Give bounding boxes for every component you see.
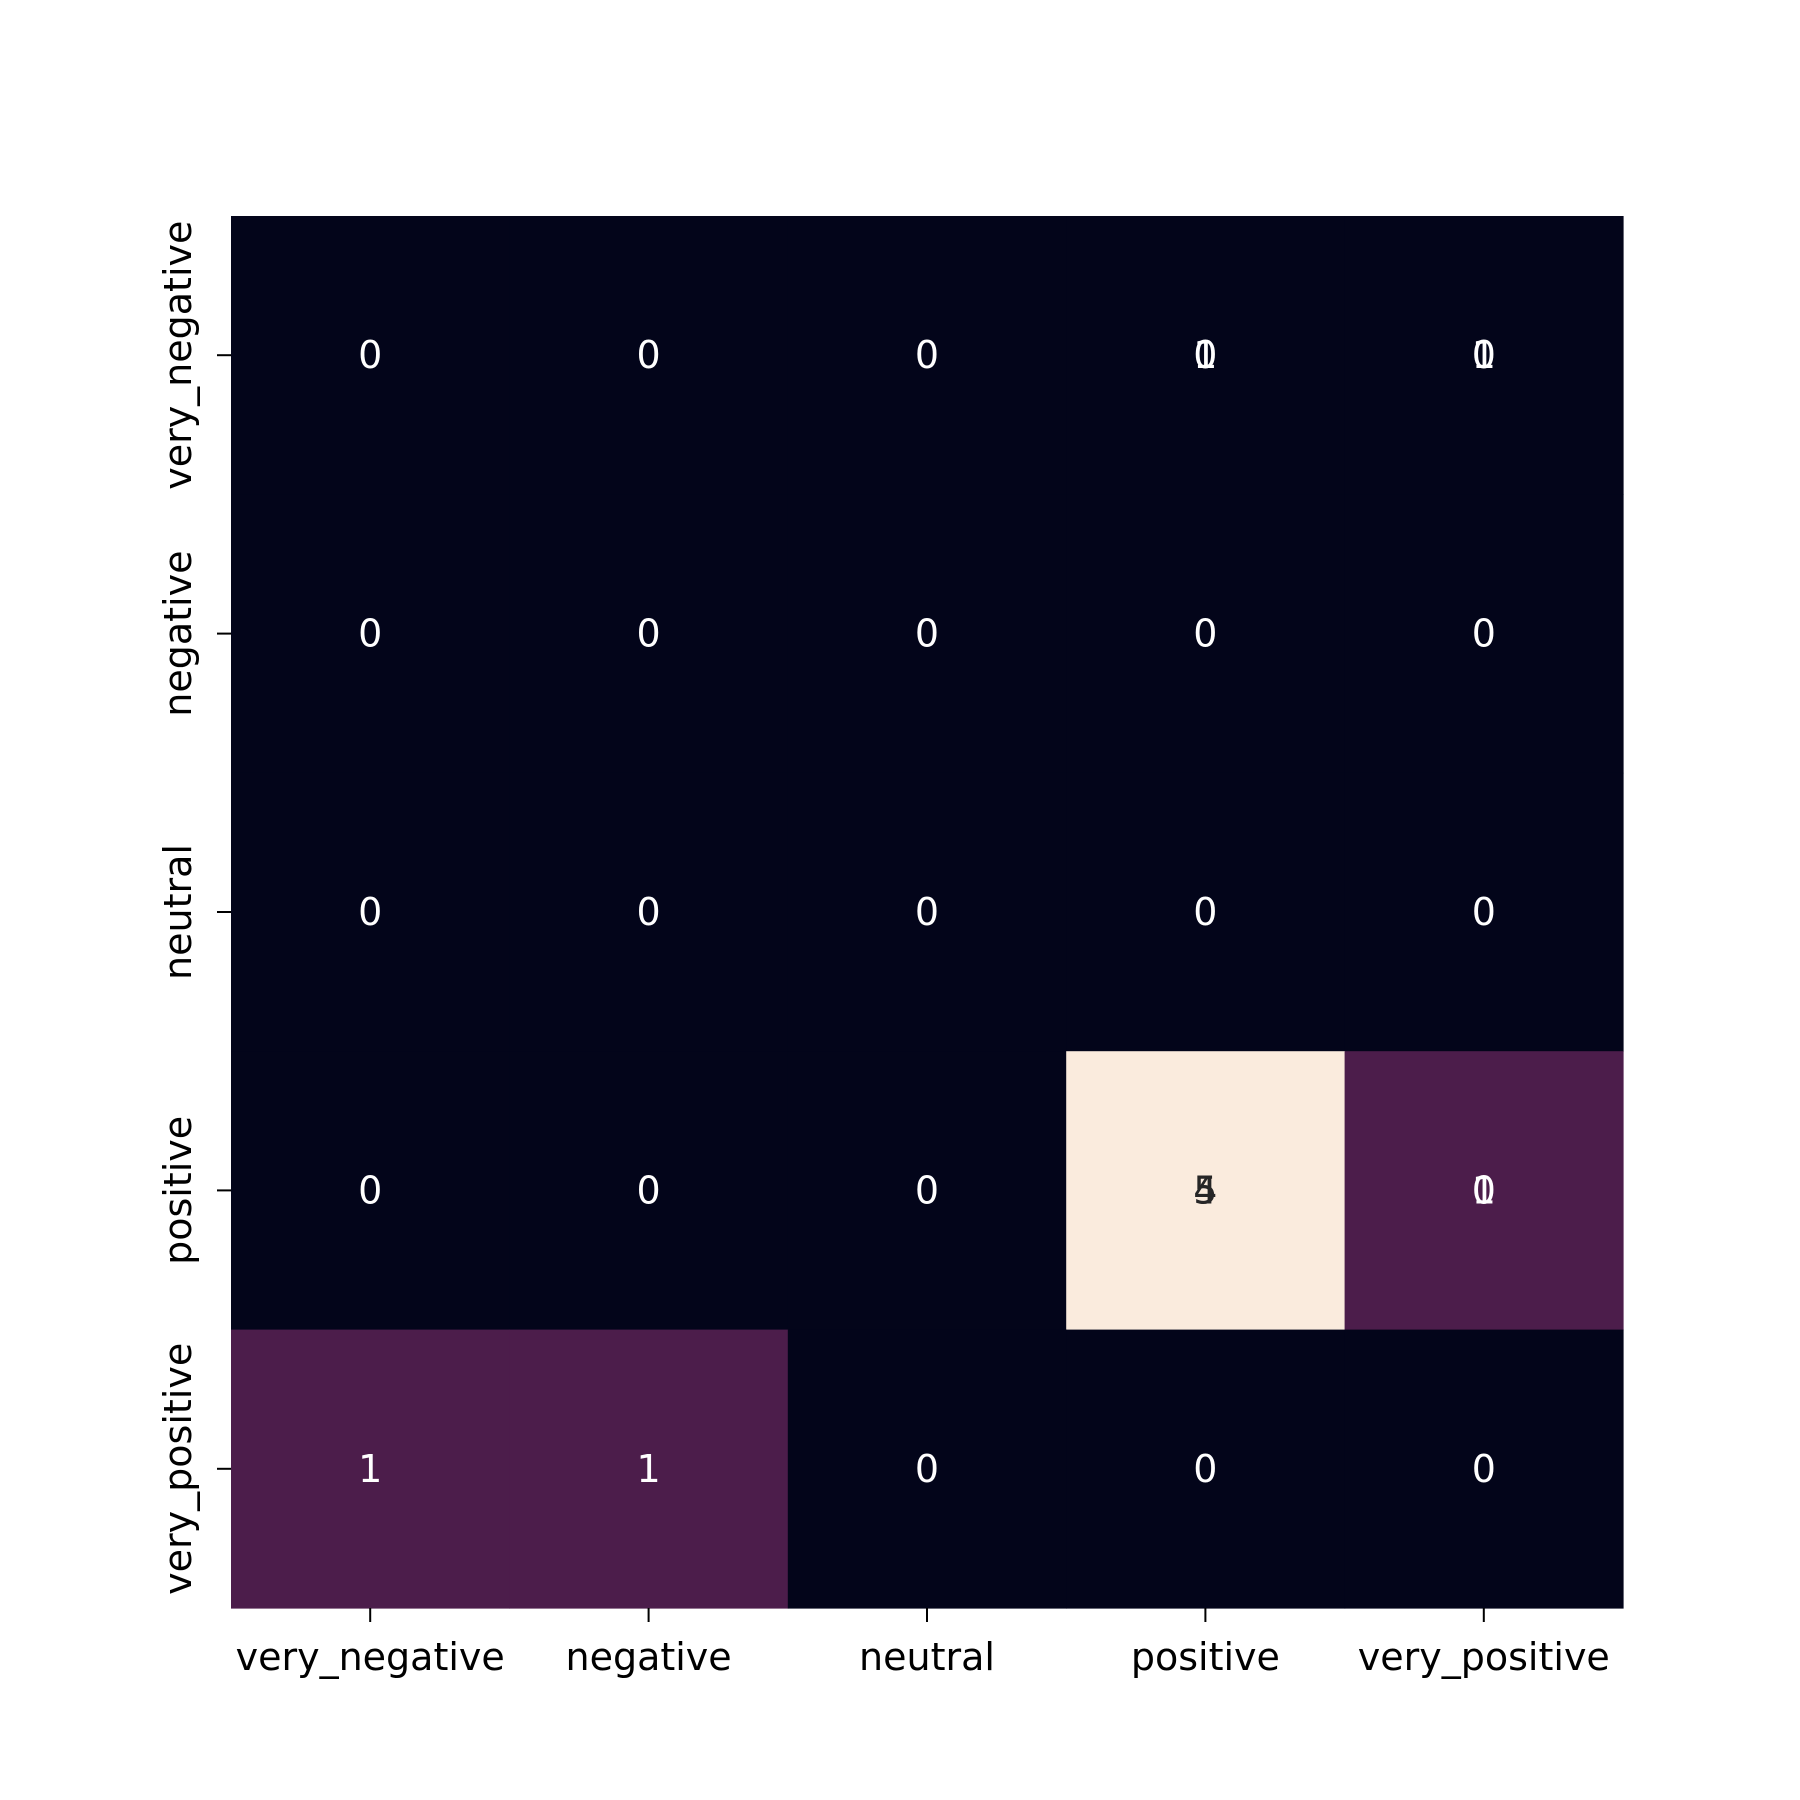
cell-value-label: 0 [915, 890, 939, 934]
x-tick-label-positive: positive [1131, 1635, 1280, 1679]
cell-value-label: 4 [1193, 1168, 1217, 1212]
x-axis: very_negative negative neutral positive very… [236, 1608, 1610, 1679]
heatmap-cell-negative-neutral [787, 494, 1067, 774]
heatmap-cell-positive-very_negative [231, 1051, 510, 1331]
cell-value-label: 1 [1472, 333, 1496, 377]
heatmap-cell-positive-negative [509, 1051, 789, 1331]
x-tick-label-negative: negative [565, 1635, 731, 1679]
cell-value-label: 0 [915, 612, 939, 656]
y-tick-label-positive: positive [156, 1116, 200, 1265]
cell-value-label: 0 [637, 333, 661, 377]
y-axis: very_negative negative neutral positive very… [156, 221, 231, 1595]
cell-value-label: 0 [358, 612, 382, 656]
heatmap-cell-neutral-neutral [787, 772, 1067, 1052]
heatmap-cell-positive-neutral [787, 1051, 1067, 1331]
cell-value-label: 1 [1193, 333, 1217, 377]
heatmap-cells [231, 216, 1624, 1609]
heatmap-cell-very_negative-negative [509, 216, 789, 495]
x-tick-label-very_negative: very_negative [236, 1635, 505, 1679]
y-tick-label-very_positive: very_positive [156, 1343, 200, 1595]
cell-value-label: 0 [1193, 612, 1217, 656]
cell-value-label: 0 [915, 1168, 939, 1212]
x-tick-label-neutral: neutral [859, 1635, 995, 1679]
heatmap-cell-very_positive-very_positive [1344, 1329, 1624, 1609]
y-tick-label-neutral: neutral [156, 844, 200, 980]
cell-value-label: 0 [1472, 612, 1496, 656]
cell-value-label: 0 [358, 1168, 382, 1212]
cell-value-label: 0 [1193, 890, 1217, 934]
heatmap-cell-very_negative-positive [1066, 216, 1346, 495]
heatmap-cell-neutral-very_negative [231, 772, 510, 1052]
heatmap-cell-very_negative-very_positive [1344, 216, 1624, 495]
x-tick-label-very_positive: very_positive [1358, 1635, 1610, 1679]
cell-value-label: 0 [915, 1447, 939, 1491]
cell-value-label: 0 [1193, 333, 1217, 377]
heatmap-cell-negative-negative [509, 494, 789, 774]
heatmap-cell-negative-very_positive [1344, 494, 1624, 774]
heatmap-cell-neutral-positive [1066, 772, 1346, 1052]
heatmap-cell-positive-very_positive [1344, 1051, 1624, 1331]
cell-value-label: 0 [358, 890, 382, 934]
y-tick-label-very_negative: very_negative [156, 221, 200, 490]
heatmap-cell-very_positive-positive [1066, 1329, 1346, 1609]
heatmap-cell-very_positive-neutral [787, 1329, 1067, 1609]
cell-value-label: 0 [637, 890, 661, 934]
heatmap-cell-neutral-very_positive [1344, 772, 1624, 1052]
y-tick-label-negative: negative [156, 550, 200, 716]
cell-value-label: 0 [1472, 333, 1496, 377]
cell-value-label: 0 [1472, 1168, 1496, 1212]
heatmap-cell-positive-positive [1066, 1051, 1346, 1331]
heatmap-cell-very_negative-very_negative [231, 216, 510, 495]
heatmap-cell-very_negative-neutral [787, 216, 1067, 495]
heatmap-cell-very_positive-very_negative [231, 1329, 510, 1609]
cell-value-label: 0 [637, 612, 661, 656]
cell-value-label: 0 [1193, 1447, 1217, 1491]
cell-value-label: 0 [1472, 1447, 1496, 1491]
cell-value-label: 0 [915, 333, 939, 377]
cell-value-label: 1 [358, 1447, 382, 1491]
cell-value-label: 1 [637, 1447, 661, 1491]
cell-annotations: 0 0 0 01 010 0 0 0 00 0 0 0 00 0 0 54 011 1 0 0 0 [358, 333, 1496, 1491]
cell-value-label: 0 [637, 1168, 661, 1212]
heatmap-cell-very_positive-negative [509, 1329, 789, 1609]
cell-value-label: 0 [1472, 890, 1496, 934]
cell-value-label: 1 [1472, 1168, 1496, 1212]
cell-value-label: 0 [358, 333, 382, 377]
heatmap-cell-negative-positive [1066, 494, 1346, 774]
heatmap-cell-negative-very_negative [231, 494, 510, 774]
heatmap-cell-neutral-negative [509, 772, 789, 1052]
cell-value-label: 5 [1193, 1168, 1217, 1212]
